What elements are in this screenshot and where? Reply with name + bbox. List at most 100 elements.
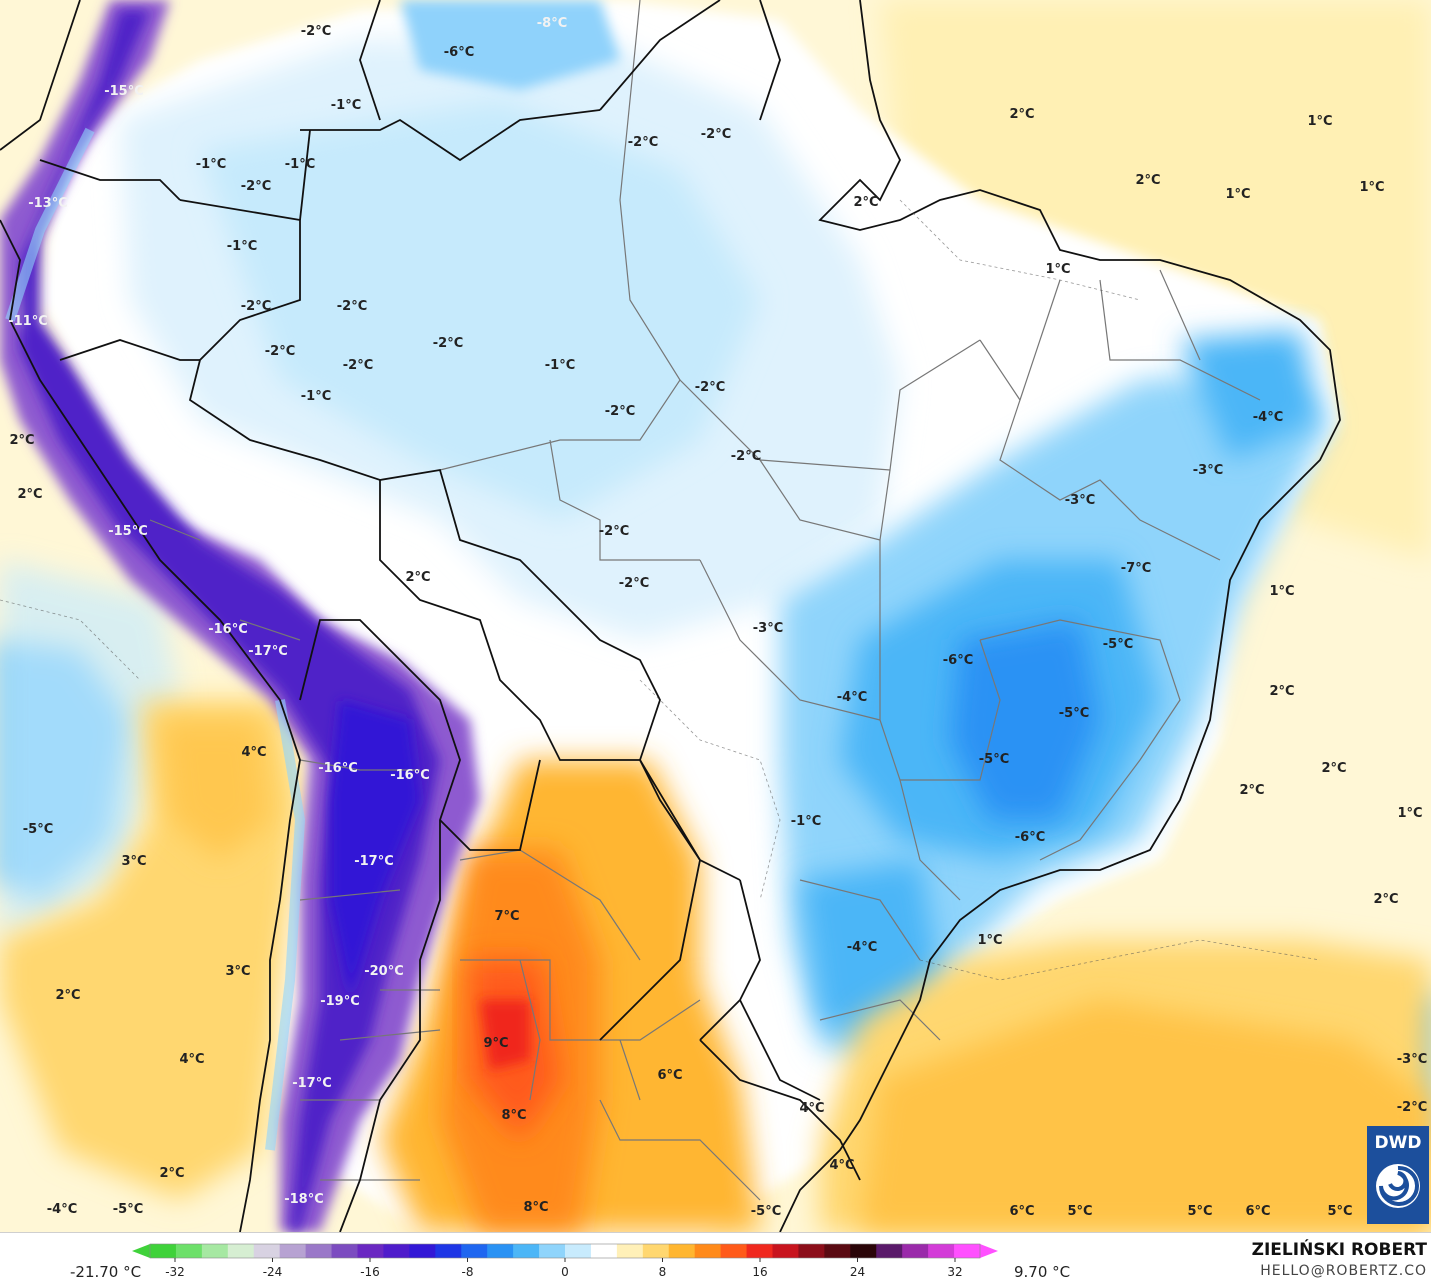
- temperature-label: -17°C: [292, 1076, 332, 1091]
- logo-text: DWD: [1375, 1133, 1422, 1153]
- legend-swatch: [902, 1244, 929, 1258]
- legend-tick-label: -8: [462, 1265, 474, 1279]
- temperature-label: -2°C: [241, 299, 271, 314]
- legend-swatch: [279, 1244, 307, 1258]
- temperature-label: -16°C: [390, 768, 430, 783]
- temperature-label: -16°C: [318, 761, 358, 776]
- temperature-label: -2°C: [695, 380, 725, 395]
- legend-swatch: [305, 1244, 333, 1258]
- temperature-label: 1°C: [1269, 584, 1294, 599]
- legend-swatch: [798, 1244, 825, 1258]
- legend-swatch: [513, 1244, 540, 1258]
- legend-swatch: [616, 1244, 644, 1258]
- temperature-label: -18°C: [284, 1192, 324, 1207]
- temperature-label: -2°C: [1397, 1100, 1427, 1115]
- legend-swatch: [746, 1244, 773, 1258]
- temperature-label: 1°C: [1359, 180, 1384, 195]
- temperature-label: -4°C: [847, 940, 877, 955]
- legend-tick-label: -16: [360, 1265, 380, 1279]
- temperature-label: -2°C: [241, 179, 271, 194]
- temperature-label: 1°C: [1045, 262, 1070, 277]
- legend-swatch: [253, 1244, 281, 1258]
- coastal-cool-band: [5, 127, 306, 1151]
- temperature-map: -8°C -2°C -6°C -15°C -1°C 2°C 1°C -2°C -2°C -1°C -…: [0, 0, 1431, 1232]
- legend-tick-label: 8: [659, 1265, 667, 1279]
- temperature-label: -3°C: [753, 621, 783, 636]
- temperature-label: -2°C: [337, 299, 367, 314]
- legend-tick-label: 0: [561, 1265, 569, 1279]
- legend-swatch: [227, 1244, 255, 1258]
- temperature-label: 5°C: [1327, 1204, 1352, 1219]
- legend-swatch: [461, 1244, 488, 1258]
- temperature-label: -7°C: [1121, 561, 1151, 576]
- legend-swatch: [720, 1244, 748, 1258]
- legend-swatch: [772, 1244, 799, 1258]
- author-name: ZIELIŃSKI ROBERT: [1251, 1240, 1427, 1260]
- temperature-labels: -8°C -2°C -6°C -15°C -1°C 2°C 1°C -2°C -2°C -1°C -…: [8, 16, 1427, 1219]
- temperature-label: -2°C: [628, 135, 658, 150]
- legend-tick-label: -24: [263, 1265, 283, 1279]
- temperature-label: 2°C: [1135, 173, 1160, 188]
- isotherm-lines: [0, 199, 1321, 981]
- temperature-label: 3°C: [121, 854, 146, 869]
- legend-swatch: [565, 1244, 592, 1258]
- temperature-label: -2°C: [265, 344, 295, 359]
- temperature-label: 4°C: [829, 1158, 854, 1173]
- temperature-label: -4°C: [837, 690, 867, 705]
- temperature-label: -2°C: [343, 358, 373, 373]
- state-boundaries: [149, 0, 1261, 1201]
- temperature-label: -5°C: [1059, 706, 1089, 721]
- legend-swatch: [201, 1244, 229, 1258]
- temperature-label: 2°C: [1009, 107, 1034, 122]
- legend-swatch: [694, 1244, 722, 1258]
- legend-footer: -21.70 °C 9.70 °C: [0, 1232, 1431, 1288]
- temperature-label: 2°C: [9, 433, 34, 448]
- temperature-label: 3°C: [225, 964, 250, 979]
- temperature-label: -2°C: [619, 576, 649, 591]
- temperature-label: 6°C: [657, 1068, 682, 1083]
- temperature-label: -17°C: [248, 644, 288, 659]
- temperature-label: 7°C: [494, 909, 519, 924]
- temperature-label: -3°C: [1193, 463, 1223, 478]
- temperature-label: -20°C: [364, 964, 404, 979]
- legend-swatch: [590, 1244, 618, 1258]
- temperature-label: 2°C: [1269, 684, 1294, 699]
- temperature-label: 2°C: [159, 1166, 184, 1181]
- temperature-label: 1°C: [977, 933, 1002, 948]
- legend-swatch: [150, 1244, 177, 1258]
- temperature-label: -1°C: [331, 98, 361, 113]
- legend-min-arrow: [132, 1244, 150, 1258]
- legend-max-arrow: [980, 1244, 998, 1258]
- temperature-label: -8°C: [537, 16, 567, 31]
- temperature-label: 5°C: [1187, 1204, 1212, 1219]
- temperature-label: -19°C: [320, 994, 360, 1009]
- legend-tick-label: 32: [947, 1265, 962, 1279]
- temperature-label: -15°C: [108, 524, 148, 539]
- color-legend: -32 -24 -16 -8 0 8 16 24 32: [132, 1243, 998, 1279]
- temperature-label: 2°C: [1373, 892, 1398, 907]
- temperature-label: -13°C: [28, 196, 68, 211]
- legend-swatch: [642, 1244, 670, 1258]
- legend-swatch: [383, 1244, 410, 1258]
- temperature-label: -3°C: [1397, 1052, 1427, 1067]
- legend-swatch: [824, 1244, 851, 1258]
- legend-swatch: [668, 1244, 696, 1258]
- temperature-label: -1°C: [545, 358, 575, 373]
- legend-swatch: [876, 1244, 903, 1258]
- temperature-label: -11°C: [8, 314, 48, 329]
- temperature-label: -6°C: [1015, 830, 1045, 845]
- dwd-logo: DWD: [1367, 1126, 1429, 1224]
- temperature-label: -4°C: [1253, 410, 1283, 425]
- temperature-label: -4°C: [47, 1202, 77, 1217]
- legend-min-label: -21.70 °C: [70, 1263, 142, 1281]
- temperature-label: 2°C: [1321, 761, 1346, 776]
- temperature-label: 8°C: [501, 1108, 526, 1123]
- legend-swatch: [357, 1244, 384, 1258]
- temperature-label: -1°C: [301, 389, 331, 404]
- temperature-label: 4°C: [241, 745, 266, 760]
- legend-swatch: [175, 1244, 203, 1258]
- legend-max-label: 9.70 °C: [1014, 1263, 1071, 1281]
- temperature-label: -1°C: [227, 239, 257, 254]
- temperature-label: -5°C: [113, 1202, 143, 1217]
- legend-swatch: [850, 1244, 877, 1258]
